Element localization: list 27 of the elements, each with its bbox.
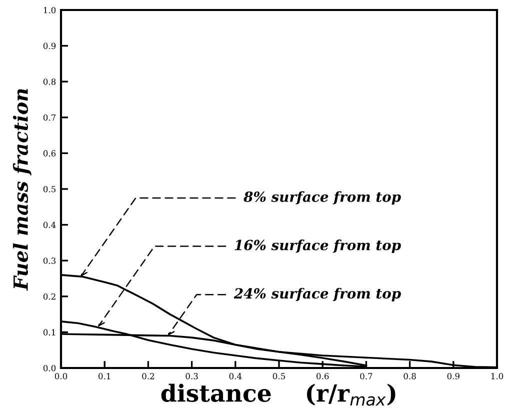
- x-tick-label: 0.2: [142, 373, 154, 380]
- x-tick-label: 0.4: [229, 373, 242, 380]
- x-tick-label: 0.7: [360, 373, 372, 380]
- x-tick-label: 0.6: [316, 373, 329, 380]
- annotation: 24% surface from top: [234, 288, 401, 302]
- y-tick-label: 0.8: [43, 78, 56, 85]
- annotation: 16% surface from top: [234, 240, 401, 253]
- x-tick-label: 0.8: [404, 373, 416, 380]
- y-tick-label: 0.7: [43, 114, 56, 121]
- y-tick-label: 0.9: [43, 42, 56, 50]
- x-tick-label: 0.3: [186, 373, 198, 380]
- x-tick-label: 0.0: [54, 373, 68, 380]
- y-tick-label: 0.5: [43, 186, 56, 192]
- y-tick-label: 0.3: [43, 258, 56, 264]
- x-tick-label: 1.0: [491, 373, 504, 380]
- x-axis-title: distance (r/r$_{max}$): [161, 384, 396, 406]
- y-tick-label: 0.4: [43, 222, 56, 228]
- y-tick-label: 0.1: [43, 329, 55, 336]
- y-tick-label: 1.0: [44, 6, 56, 14]
- x-tick-label: 0.1: [98, 373, 110, 380]
- x-tick-label: 0.5: [272, 373, 285, 380]
- y-axis-title: Fuel mass fraction: [12, 88, 32, 291]
- y-tick-label: 0.0: [43, 364, 56, 372]
- y-tick-label: 0.6: [43, 150, 56, 156]
- annotation: 8% surface from top: [244, 191, 401, 205]
- x-tick-label: 0.9: [447, 373, 460, 380]
- y-tick-label: 0.2: [43, 293, 56, 300]
